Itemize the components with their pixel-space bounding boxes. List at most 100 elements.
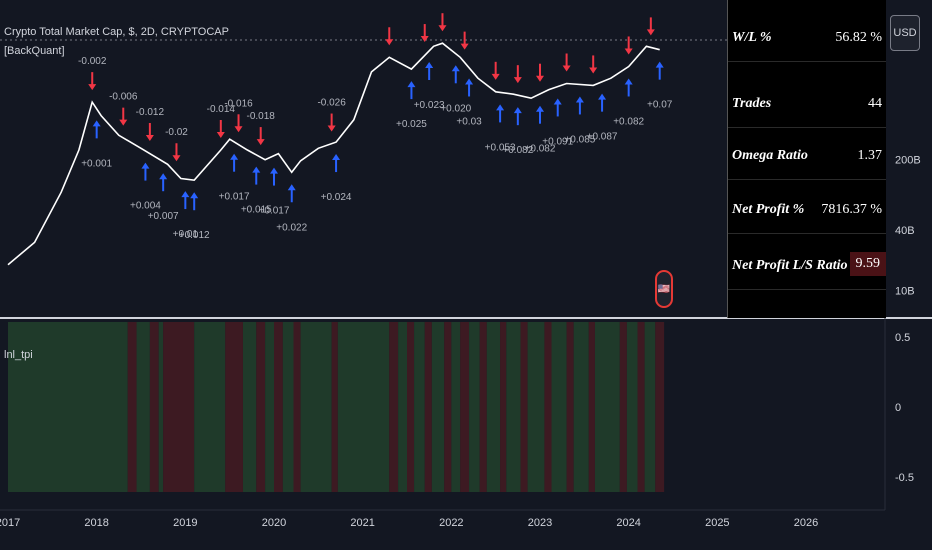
stat-label: Net Profit % (732, 202, 805, 217)
short-arrow-head (88, 84, 97, 91)
short-arrow-head (438, 25, 447, 32)
long-arrow-head (332, 154, 341, 161)
long-arrow-head (190, 192, 199, 199)
time-axis-label: 2026 (794, 517, 818, 529)
short-arrow-head (234, 126, 243, 133)
long-arrow-head (624, 78, 633, 85)
trade-profit-label: +0.020 (440, 103, 471, 114)
long-band (242, 322, 257, 492)
short-band (588, 322, 595, 492)
time-axis-label: 2019 (173, 517, 197, 529)
long-band (194, 322, 226, 492)
currency-button[interactable]: USD (890, 15, 920, 51)
us-flag-icon[interactable]: 🇺🇸 (655, 270, 673, 308)
trade-loss-label: -0.002 (78, 56, 107, 67)
long-band (337, 322, 390, 492)
short-band (389, 322, 399, 492)
trade-profit-label: +0.087 (587, 132, 618, 143)
long-band (282, 322, 294, 492)
long-arrow-head (536, 105, 544, 112)
short-arrow-head (562, 65, 571, 72)
long-band (136, 322, 150, 492)
short-arrow-head (589, 67, 598, 74)
time-axis: 2017 2018 2019 2020 2021 2022 2023 2024 2025 2026 (0, 517, 818, 529)
time-axis-label: 2023 (528, 517, 552, 529)
trade-profit-label: +0.007 (148, 211, 179, 222)
stat-value: 1.37 (857, 148, 883, 163)
short-band (460, 322, 470, 492)
stat-value: 7816.37 % (821, 202, 882, 217)
trade-loss-label: -0.018 (247, 111, 276, 122)
short-band (637, 322, 645, 492)
time-axis-label: 2025 (705, 517, 729, 529)
long-arrow-head (230, 153, 239, 160)
price-line-series (7, 42, 660, 266)
short-band (424, 322, 432, 492)
trade-profit-label: +0.085 (564, 134, 595, 145)
trade-profit-label: +0.082 (613, 116, 644, 127)
chart-title[interactable]: Crypto Total Market Cap, $, 2D, CRYPTOCA… (4, 26, 229, 38)
trade-profit-label: +0.082 (525, 144, 556, 155)
time-axis-label: 2020 (262, 517, 286, 529)
oscillator-axis-label: 0 (895, 402, 901, 414)
short-band (479, 322, 487, 492)
trade-profit-label: +0.024 (321, 192, 352, 203)
trade-profit-label: +0.012 (179, 230, 210, 241)
long-arrow-head (513, 107, 522, 114)
long-band (527, 322, 545, 492)
long-arrow-head (159, 173, 168, 180)
long-band (469, 322, 480, 492)
oscillator-axis: 0.5 0 -0.5 (895, 332, 914, 484)
short-band (407, 322, 415, 492)
trade-profit-label: +0.017 (259, 206, 290, 217)
trade-profit-label: +0.004 (130, 201, 161, 212)
long-arrow-head (598, 93, 607, 100)
trade-markers: +0.001 +0.004+0.007 +0.01+0.012 +0.017+0.01… (78, 13, 673, 241)
price-axis-label: 40B (895, 225, 915, 237)
short-arrow-head (119, 119, 128, 126)
long-band (431, 322, 445, 492)
trade-profit-label: +0.01 (173, 229, 199, 240)
trade-profit-label: +0.015 (241, 205, 272, 216)
long-band (506, 322, 521, 492)
long-band (594, 322, 620, 492)
trade-profit-label: +0.03 (456, 116, 482, 127)
time-axis-label: 2018 (84, 517, 108, 529)
short-band (256, 322, 266, 492)
stat-value: 44 (868, 96, 882, 111)
short-arrow-head (385, 39, 394, 46)
time-axis-label: 2021 (350, 517, 374, 529)
stats-table: W/L % 56.82 % Trades 44 Omega Ratio 1.37… (727, 0, 886, 318)
long-arrow-head (407, 81, 416, 88)
study-label[interactable]: [BackQuant] (4, 45, 65, 57)
long-arrow-head (141, 162, 150, 169)
long-arrow-head (92, 120, 101, 127)
short-arrow-head (172, 155, 181, 162)
short-band (331, 322, 338, 492)
stat-row-ls-ratio: Net Profit L/S Ratio 9.59 (728, 246, 886, 290)
long-arrow-head (287, 184, 296, 191)
price-axis-label: 10B (895, 285, 915, 297)
trade-profit-label: +0.025 (396, 119, 427, 130)
stat-row-wl: W/L % 56.82 % (728, 18, 886, 62)
price-axis: 10B 40B 200B (895, 155, 921, 298)
long-band (626, 322, 638, 492)
trade-profit-label: +0.001 (81, 158, 112, 169)
trade-profit-label: +0.07 (647, 100, 673, 111)
long-arrow-head (496, 104, 505, 111)
long-arrow-head (425, 62, 434, 69)
short-band (500, 322, 507, 492)
long-arrow-head (451, 65, 460, 72)
short-arrow-head (145, 135, 154, 142)
oscillator-label[interactable]: lnl_tpi (4, 349, 33, 361)
short-arrow-head (646, 29, 655, 36)
trade-loss-label: -0.014 (207, 104, 236, 115)
time-axis-label: 2024 (616, 517, 640, 529)
short-arrow-head (420, 36, 429, 43)
long-arrow-head (181, 191, 190, 198)
long-band (8, 322, 128, 492)
long-band (265, 322, 274, 492)
stat-row-omega: Omega Ratio 1.37 (728, 136, 886, 180)
trade-profit-label: +0.022 (276, 222, 307, 233)
short-band (655, 322, 665, 492)
